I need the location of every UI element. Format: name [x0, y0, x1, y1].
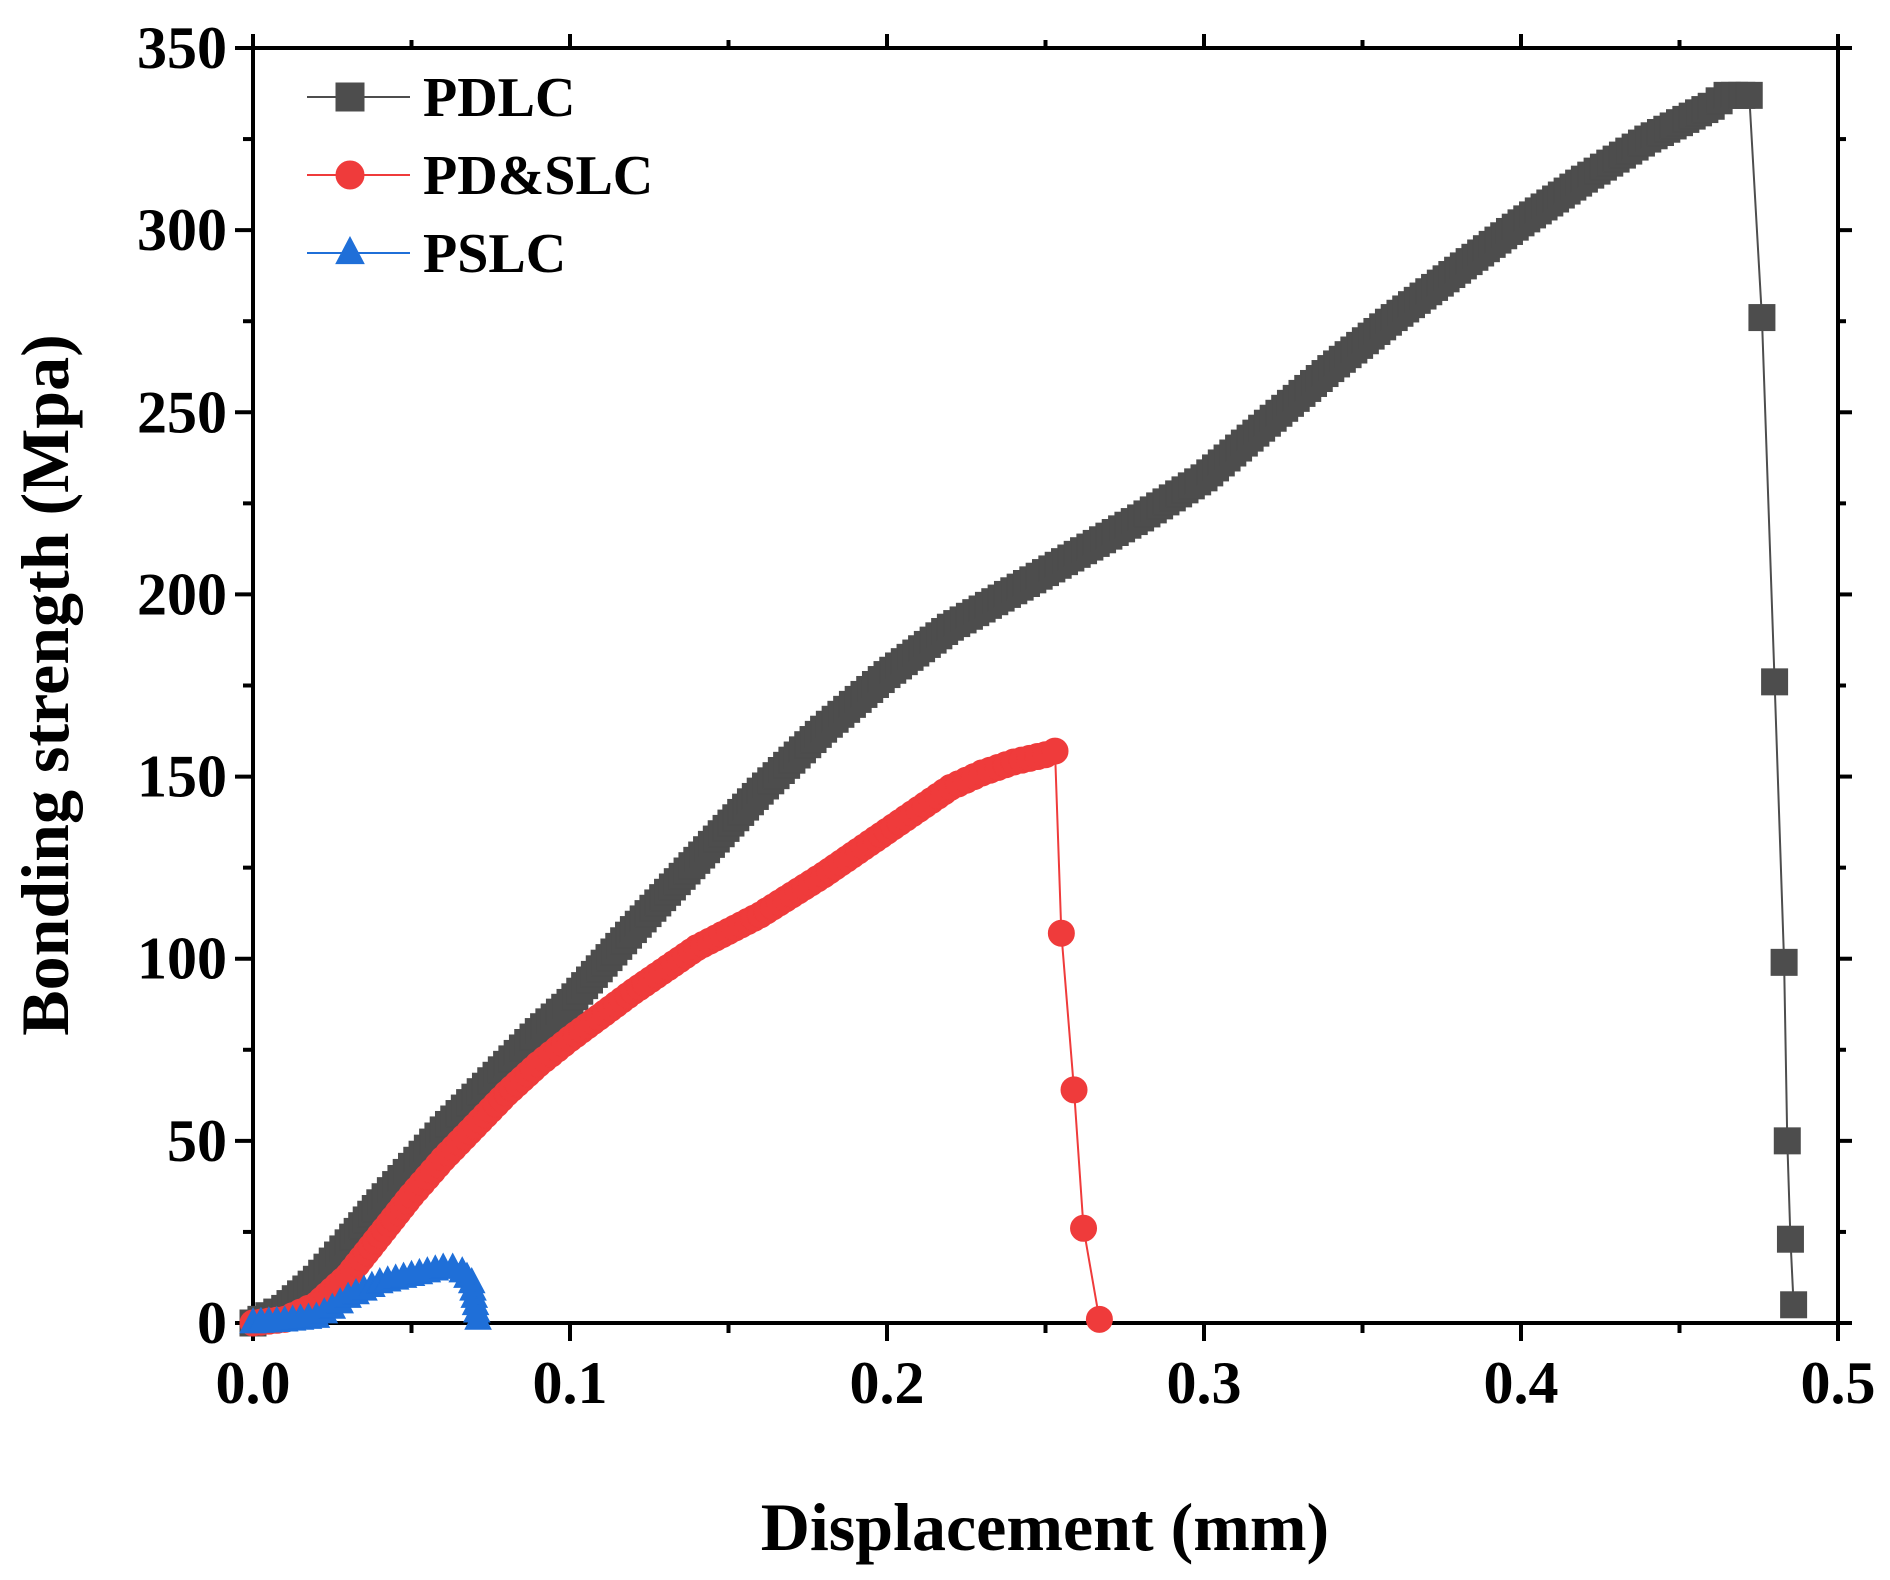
series-layer — [239, 81, 1808, 1337]
legend-label: PD&SLC — [423, 145, 653, 207]
data-point — [1748, 304, 1776, 332]
data-point — [1735, 81, 1763, 109]
data-point — [464, 1303, 492, 1330]
data-point — [1776, 1225, 1804, 1253]
legend-label: PSLC — [423, 223, 566, 285]
data-point — [1085, 1305, 1113, 1333]
data-point — [1773, 1127, 1801, 1155]
data-point — [1780, 1291, 1808, 1319]
y-tick-label: 200 — [137, 561, 227, 627]
y-tick-label: 100 — [137, 926, 227, 992]
legend-item: PDLC — [307, 67, 575, 129]
y-tick-label: 50 — [167, 1108, 227, 1174]
y-tick-label: 150 — [137, 744, 227, 810]
series-pdlc — [239, 81, 1808, 1337]
legend-marker — [335, 160, 365, 190]
x-tick-label: 0.4 — [1484, 1350, 1559, 1416]
x-tick-label: 0.1 — [533, 1350, 608, 1416]
x-tick-label: 0.0 — [216, 1350, 291, 1416]
series-pd-slc — [239, 737, 1113, 1337]
y-axis-title: Bonding strength (Mpa) — [7, 334, 83, 1036]
data-point — [1047, 919, 1075, 947]
legend-label: PDLC — [423, 67, 575, 129]
y-tick-label: 250 — [137, 379, 227, 445]
x-tick-label: 0.5 — [1801, 1350, 1876, 1416]
x-tick-label: 0.3 — [1167, 1350, 1242, 1416]
legend-item: PD&SLC — [307, 145, 653, 207]
data-point — [1041, 737, 1069, 765]
legend-marker — [335, 235, 365, 265]
y-axis: 0 50 100 150 200 250 300 350 — [137, 15, 1852, 1356]
legend-marker — [335, 82, 365, 112]
data-point — [1060, 1076, 1088, 1104]
data-point — [1070, 1214, 1098, 1242]
y-tick-label: 350 — [137, 15, 227, 81]
x-tick-label: 0.2 — [850, 1350, 925, 1416]
legend-item: PSLC — [307, 223, 566, 285]
data-point — [1761, 668, 1789, 696]
series-pslc — [239, 1252, 492, 1334]
legend: PDLC PD&SLC PSLC — [307, 67, 653, 285]
y-tick-label: 300 — [137, 197, 227, 263]
x-axis: 0.0 0.1 0.2 0.3 0.4 0.5 — [216, 34, 1876, 1416]
data-point — [1770, 948, 1798, 976]
y-tick-label: 0 — [197, 1290, 227, 1356]
x-axis-title: Displacement (mm) — [761, 1489, 1329, 1565]
